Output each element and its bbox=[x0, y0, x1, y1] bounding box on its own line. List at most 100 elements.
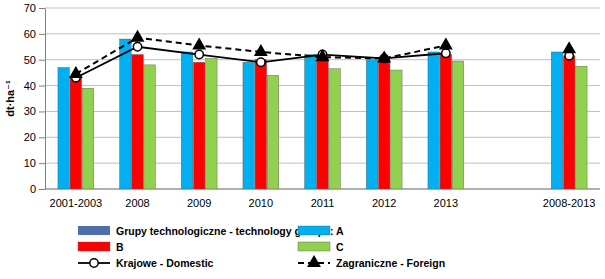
bar bbox=[329, 69, 341, 189]
y-tick-label: 10 bbox=[24, 157, 36, 169]
y-tick-label: 30 bbox=[24, 105, 36, 117]
x-tick: 2012 bbox=[372, 189, 396, 209]
marker bbox=[194, 39, 205, 49]
marker bbox=[257, 58, 265, 66]
legend-item: A bbox=[298, 225, 344, 237]
bar bbox=[440, 55, 452, 189]
y-tick: 30 bbox=[24, 105, 45, 117]
legend-item: C bbox=[298, 241, 344, 253]
y-tick: 40 bbox=[24, 80, 45, 92]
bar bbox=[317, 57, 329, 189]
plot-area bbox=[58, 31, 587, 189]
bar bbox=[267, 75, 279, 189]
line bbox=[76, 38, 446, 74]
y-tick: 60 bbox=[24, 28, 45, 40]
bar bbox=[193, 62, 205, 189]
legend-label: C bbox=[336, 241, 344, 253]
y-tick-label: 70 bbox=[24, 2, 36, 14]
marker bbox=[132, 31, 143, 41]
x-tick: 2013 bbox=[434, 189, 458, 209]
y-tick-mark bbox=[39, 34, 45, 35]
legend-marker bbox=[308, 256, 319, 266]
y-tick-label: 50 bbox=[24, 54, 36, 66]
marker bbox=[379, 52, 390, 62]
x-tick-label: 2010 bbox=[249, 197, 273, 209]
bar bbox=[551, 52, 563, 189]
chart-svg: 0 10 20 30 40 50 60 70 2001-2003 2008 2009 2010 2011… bbox=[0, 0, 605, 279]
legend-label: Zagraniczne - Foreign bbox=[336, 257, 445, 269]
x-tick: 2011 bbox=[311, 189, 335, 209]
y-tick: 70 bbox=[24, 2, 45, 14]
grid-line bbox=[45, 8, 600, 9]
y-tick-label: 60 bbox=[24, 28, 36, 40]
y-tick-mark bbox=[39, 8, 45, 9]
x-tick: 2009 bbox=[187, 189, 211, 209]
legend-swatch bbox=[298, 226, 330, 235]
x-axis: 2001-2003 2008 2009 2010 2011 2012 2013 2008-20… bbox=[45, 189, 600, 209]
bar bbox=[576, 66, 588, 189]
y-tick: 50 bbox=[24, 54, 45, 66]
x-tick: 2008-2013 bbox=[543, 189, 596, 209]
y-tick-mark bbox=[39, 163, 45, 164]
marker bbox=[70, 67, 81, 77]
y-tick-mark bbox=[39, 137, 45, 138]
grid bbox=[45, 8, 600, 189]
legend-item: Krajowe - Domestic bbox=[78, 257, 214, 269]
y-tick: 0 bbox=[30, 183, 45, 195]
y-tick-label: 0 bbox=[30, 183, 36, 195]
bar bbox=[181, 52, 193, 189]
marker bbox=[564, 43, 575, 53]
legend-swatch bbox=[298, 242, 330, 251]
legend-label: A bbox=[336, 225, 344, 237]
legend-label: Krajowe - Domestic bbox=[116, 257, 214, 269]
bar bbox=[120, 39, 132, 189]
chart-container: 0 10 20 30 40 50 60 70 2001-2003 2008 2009 2010 2011… bbox=[0, 0, 605, 279]
y-tick-mark bbox=[39, 60, 45, 61]
x-tick-label: 2008-2013 bbox=[543, 197, 596, 209]
bar bbox=[563, 56, 575, 189]
y-tick-mark bbox=[39, 111, 45, 112]
bar bbox=[243, 62, 255, 189]
grid-line bbox=[45, 33, 600, 34]
y-tick-label: 40 bbox=[24, 80, 36, 92]
legend: Grupy technologiczne - technology groups… bbox=[78, 225, 445, 269]
marker bbox=[133, 43, 141, 51]
legend-title: Grupy technologiczne - technology groups… bbox=[116, 225, 334, 237]
bar bbox=[452, 61, 464, 189]
bar bbox=[70, 78, 82, 189]
x-tick: 2010 bbox=[249, 189, 273, 209]
x-tick-label: 2008 bbox=[125, 197, 149, 209]
legend-item: Grupy technologiczne - technology groups… bbox=[78, 225, 334, 237]
marker bbox=[195, 50, 203, 58]
marker bbox=[442, 49, 450, 57]
bar bbox=[305, 55, 317, 189]
x-tick-label: 2001-2003 bbox=[50, 197, 103, 209]
bar bbox=[132, 55, 144, 189]
bar bbox=[366, 60, 378, 189]
y-tick-mark bbox=[39, 86, 45, 87]
y-axis-line bbox=[45, 9, 46, 190]
bar bbox=[144, 65, 156, 189]
legend-item: Zagraniczne - Foreign bbox=[298, 256, 445, 268]
bar bbox=[378, 57, 390, 189]
y-axis-title: dt·ha⁻¹ bbox=[4, 80, 16, 117]
y-tick-mark bbox=[39, 189, 45, 190]
y-tick: 20 bbox=[24, 131, 45, 143]
marker bbox=[255, 45, 266, 55]
legend-swatch bbox=[78, 226, 110, 235]
y-tick-label: 20 bbox=[24, 131, 36, 143]
x-tick-label: 2013 bbox=[434, 197, 458, 209]
x-tick-label: 2009 bbox=[187, 197, 211, 209]
x-tick-label: 2012 bbox=[372, 197, 396, 209]
bar bbox=[206, 58, 218, 189]
y-tick: 10 bbox=[24, 157, 45, 169]
y-axis: 0 10 20 30 40 50 60 70 bbox=[24, 2, 46, 195]
bar bbox=[82, 88, 94, 189]
bar bbox=[255, 60, 267, 189]
legend-item: B bbox=[78, 241, 124, 253]
marker bbox=[440, 39, 451, 49]
x-tick: 2001-2003 bbox=[50, 189, 103, 209]
legend-marker bbox=[90, 259, 98, 267]
legend-label: B bbox=[116, 241, 124, 253]
marker bbox=[317, 51, 328, 61]
